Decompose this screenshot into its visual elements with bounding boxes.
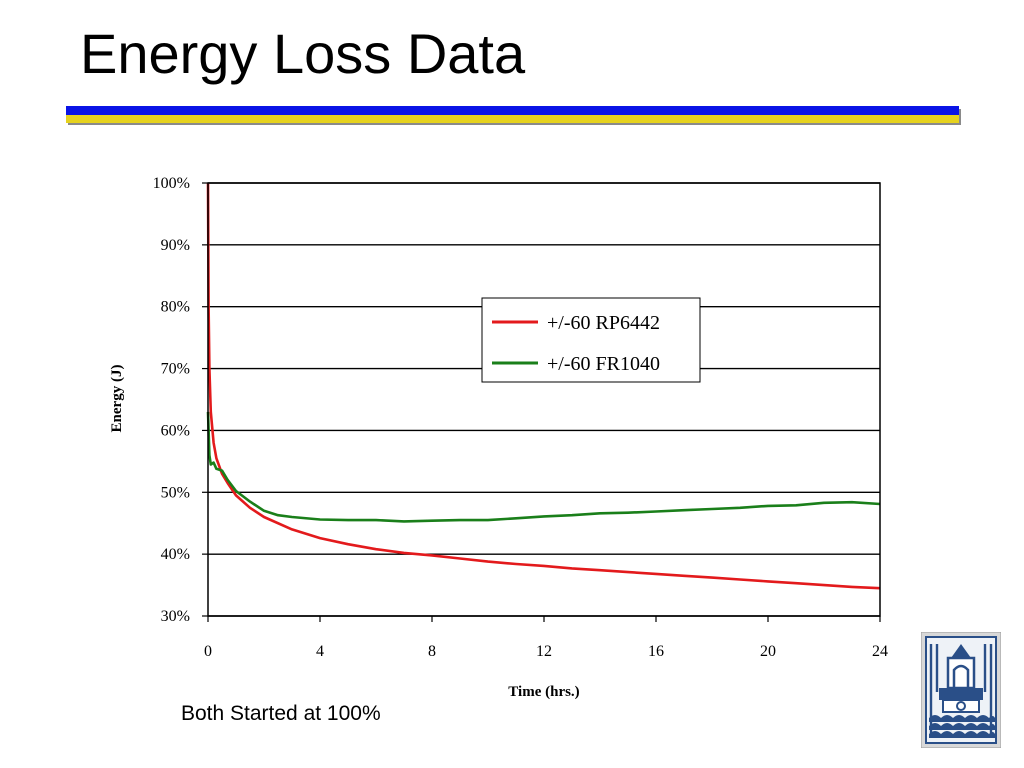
title-underline-yellow [66, 115, 959, 123]
x-tick-label: 12 [536, 643, 552, 660]
y-tick-label: 80% [161, 299, 190, 316]
plot-area-frame [207, 182, 881, 617]
y-tick-label: 90% [161, 237, 190, 254]
y-tick-label: 60% [161, 422, 190, 439]
x-tick-label: 4 [316, 643, 324, 660]
legend-box [481, 297, 701, 383]
x-axis-label: Time (hrs.) [508, 684, 579, 700]
y-tick-label: 100% [153, 175, 190, 192]
x-tick-label: 24 [872, 643, 888, 660]
y-tick-label: 70% [161, 361, 190, 378]
y-tick-label: 50% [161, 484, 190, 501]
x-tick-label: 20 [760, 643, 776, 660]
x-axis-ticks: 0 4 8 12 16 20 24 [204, 616, 888, 660]
chart-gridlines [208, 182, 880, 617]
x-tick-label: 0 [204, 643, 212, 660]
y-axis-ticks: 30% 40% 50% 60% 70% 80% 90% 100% [153, 175, 208, 625]
x-tick-label: 16 [648, 643, 664, 660]
footnote-text: Both Started at 100% [181, 702, 381, 725]
series-line-1 [206, 182, 881, 590]
legend-label: +/-60 RP6442 [547, 312, 660, 334]
slide-title: Energy Loss Data [80, 22, 526, 85]
series-line-2 [206, 411, 881, 523]
y-tick-label: 30% [161, 608, 190, 625]
chart-legend: +/-60 RP6442 +/-60 FR1040 [481, 297, 701, 383]
title-underline-blue [66, 106, 959, 115]
y-tick-label: 40% [161, 546, 190, 563]
university-building-seal-icon [921, 632, 1001, 748]
legend-label: +/-60 FR1040 [547, 353, 660, 375]
y-axis-label: Energy (J) [109, 365, 125, 433]
title-underline-bar [66, 104, 961, 126]
chart-series-group [206, 182, 881, 590]
x-tick-label: 8 [428, 643, 436, 660]
